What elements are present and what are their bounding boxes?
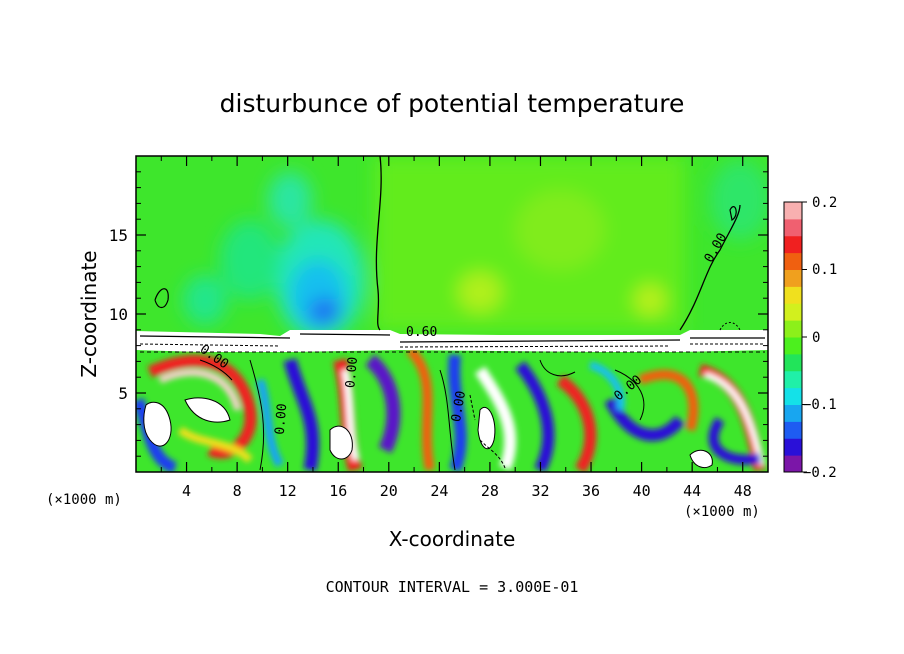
x-axis-label: X-coordinate [389,527,516,551]
colorbar-swatch [784,337,802,355]
colorbar-swatch [784,320,802,338]
x-tick-label: 16 [329,482,347,500]
x-tick-label: 12 [279,482,297,500]
chart-title: disturbunce of potential temperature [220,89,685,118]
x-tick-label: 36 [582,482,600,500]
colorbar-swatch [784,387,802,405]
x-tick-label: 44 [683,482,701,500]
x-tick-label: 28 [481,482,499,500]
colorbar-swatch [784,353,802,372]
colorbar-tick-label: 0 [812,330,820,346]
contour-label: 0.00 [343,356,361,389]
x-unit-label-right: (×1000 m) [684,504,760,520]
colorbar-swatch [784,370,802,389]
x-tick-label: 4 [182,482,191,500]
colorbar-swatch [784,202,802,220]
colorbar [783,201,807,473]
x-axis-ticks: 4 8 12 16 20 24 28 32 36 40 44 48 [160,156,752,500]
contour-label: 0.00 [273,403,291,436]
x-unit-label-left: (×1000 m) [46,492,122,508]
colorbar-swatch [784,235,802,254]
colorbar-swatch [784,303,802,321]
y-tick-label: 5 [118,384,128,403]
y-tick-label: 10 [109,305,128,324]
y-axis-ticks: 5 10 15 [109,171,768,457]
colorbar-swatch [784,421,802,439]
plot-area [136,156,768,472]
colorbar-labels: 0.2 0.1 0 −0.1 −0.2 [803,195,837,481]
colorbar-tick-label: −0.1 [803,397,837,413]
colorbar-swatch [784,269,802,287]
contour-label: 0.60 [406,325,437,340]
x-tick-label: 32 [531,482,549,500]
colorbar-tick-label: 0.1 [812,262,837,278]
contour-labels: 0.00 0.60 0.00 0.00 0.00 0.00 0.00 0.00 [197,231,731,471]
x-tick-label: 24 [430,482,448,500]
y-axis-label: Z-coordinate [77,250,101,377]
contour-label: 0.00 [540,469,543,471]
colorbar-swatch [784,455,802,473]
colorbar-swatch [784,438,802,456]
contour-label: 0.00 [449,390,469,423]
colorbar-swatch [784,252,802,270]
colorbar-swatch [784,404,802,422]
x-tick-label: 48 [734,482,752,500]
colorbar-tick-label: −0.2 [803,465,837,481]
colorbar-swatch [784,286,802,304]
x-tick-label: 8 [233,482,242,500]
y-tick-label: 15 [109,226,128,245]
x-tick-label: 20 [380,482,398,500]
colorbar-swatch [784,218,802,237]
x-tick-label: 40 [633,482,651,500]
inversion-band [136,330,768,353]
contour-interval-footer: CONTOUR INTERVAL = 3.000E-01 [326,578,579,596]
colorbar-tick-label: 0.2 [812,195,837,211]
